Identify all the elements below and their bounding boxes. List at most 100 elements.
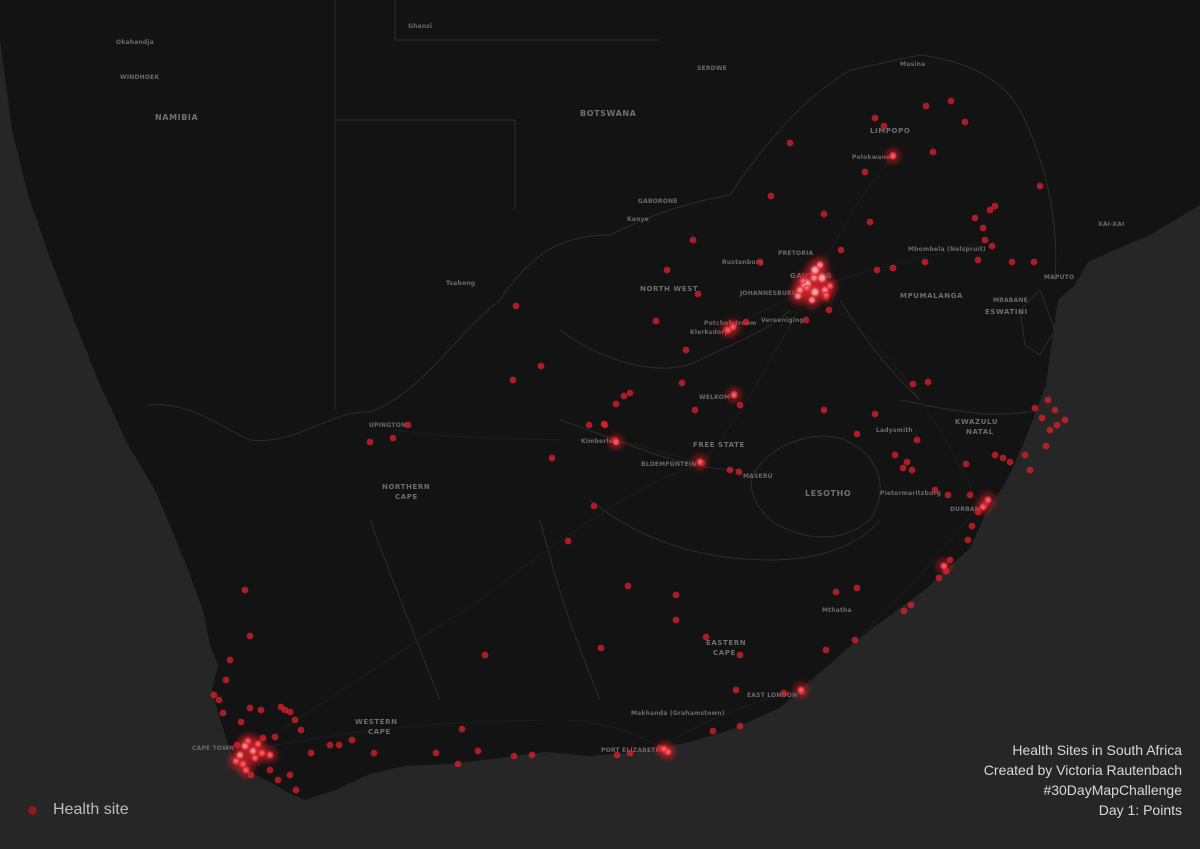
label-vereeniging: Vereeniging xyxy=(761,317,804,324)
health-site-point xyxy=(226,656,234,664)
health-site-point xyxy=(1046,426,1054,434)
health-site-point xyxy=(1044,396,1052,404)
health-site-hotspot xyxy=(809,297,815,303)
health-site-point xyxy=(891,451,899,459)
label-mbabane: MBABANE xyxy=(993,297,1028,304)
label-polokwane: Polokwane xyxy=(852,154,890,161)
health-site-point xyxy=(908,466,916,474)
health-site-point xyxy=(678,379,686,387)
label-natal: NATAL xyxy=(966,428,994,436)
health-site-hotspot xyxy=(242,743,248,749)
label-lesotho: LESOTHO xyxy=(805,489,851,498)
health-site-hotspot xyxy=(818,274,826,282)
health-site-point xyxy=(732,686,740,694)
health-site-point xyxy=(210,691,218,699)
health-site-point xyxy=(999,454,1007,462)
label-north-west: NORTH WEST xyxy=(640,285,698,293)
map-title: Health Sites in South Africa xyxy=(1012,742,1182,758)
label-mpumalanga: MPUMALANGA xyxy=(900,292,963,300)
label-musina: Musina xyxy=(900,61,925,68)
health-site-point xyxy=(590,502,598,510)
health-site-point xyxy=(964,536,972,544)
health-site-hotspot xyxy=(801,279,805,283)
health-site-point xyxy=(404,421,412,429)
health-site-point xyxy=(991,202,999,210)
label-klerksdorp: Klerksdorp xyxy=(690,329,729,336)
health-site-point xyxy=(291,716,299,724)
health-site-point xyxy=(1030,258,1038,266)
label-mthatha: Mthatha xyxy=(822,607,852,614)
health-site-hotspot xyxy=(237,752,243,758)
legend: Health site xyxy=(28,801,129,819)
label-welkom: WELKOM xyxy=(699,394,730,401)
health-site-point xyxy=(219,709,227,717)
health-site-point xyxy=(510,752,518,760)
legend-dot-icon xyxy=(28,805,37,815)
health-site-point xyxy=(257,706,265,714)
health-site-hotspot xyxy=(253,756,257,760)
label-upington: UPINGTON xyxy=(369,422,406,429)
health-site-hotspot xyxy=(614,440,618,444)
health-site-point xyxy=(348,736,356,744)
health-site-point xyxy=(988,242,996,250)
label-cape-town: CAPE TOWN xyxy=(192,745,234,752)
health-site-point xyxy=(822,646,830,654)
health-site-point xyxy=(709,727,717,735)
health-site-point xyxy=(767,192,775,200)
health-site-point xyxy=(624,582,632,590)
health-site-hotspot xyxy=(828,284,832,288)
health-site-point xyxy=(974,256,982,264)
health-site-point xyxy=(689,236,697,244)
health-site-point xyxy=(474,747,482,755)
label-serdwe: SERDWE xyxy=(697,65,727,72)
health-site-point xyxy=(672,616,680,624)
health-site-point xyxy=(481,651,489,659)
health-site-point xyxy=(672,591,680,599)
health-site-point xyxy=(981,236,989,244)
map-hashtag: #30DayMapChallenge xyxy=(1043,782,1182,798)
health-site-point xyxy=(971,214,979,222)
label-maseru: MASERU xyxy=(743,473,773,480)
health-site-point xyxy=(1061,416,1069,424)
health-site-point xyxy=(966,491,974,499)
health-site-hotspot xyxy=(666,750,670,754)
health-site-hotspot xyxy=(256,742,260,746)
health-site-point xyxy=(756,258,764,266)
label-ghanzi: Ghanzi xyxy=(408,23,432,30)
health-site-hotspot xyxy=(246,739,250,743)
health-site-point xyxy=(537,362,545,370)
label-pretoria: PRETORIA xyxy=(778,250,814,257)
label-xai-xai: XAI-XAI xyxy=(1098,221,1124,228)
health-site-point xyxy=(702,633,710,641)
label-northern-cape: CAPE xyxy=(395,493,418,501)
label-ladysmith: Ladysmith xyxy=(876,427,913,434)
health-site-hotspot xyxy=(981,505,985,509)
health-site-point xyxy=(652,317,660,325)
health-site-point xyxy=(597,644,605,652)
label-tsabong: Tsabong xyxy=(446,280,475,287)
health-site-point xyxy=(528,751,536,759)
label-western-cape: CAPE xyxy=(368,728,391,736)
health-site-point xyxy=(370,749,378,757)
health-site-point xyxy=(1053,421,1061,429)
health-site-point xyxy=(613,751,621,759)
health-site-point xyxy=(802,316,810,324)
health-site-point xyxy=(326,741,334,749)
health-site-point xyxy=(277,703,285,711)
health-site-point xyxy=(259,734,267,742)
health-site-point xyxy=(944,491,952,499)
label-mbombela: Mbombela (Nelspruit) xyxy=(908,246,986,253)
health-site-point xyxy=(736,651,744,659)
health-site-point xyxy=(266,766,274,774)
health-site-point xyxy=(866,218,874,226)
health-site-hotspot xyxy=(250,748,256,754)
health-site-point xyxy=(903,458,911,466)
health-site-point xyxy=(1021,451,1029,459)
health-site-point xyxy=(691,406,699,414)
health-site-point xyxy=(820,210,828,218)
health-site-hotspot xyxy=(726,328,730,332)
health-site-hotspot xyxy=(811,288,819,296)
health-site-point xyxy=(233,741,241,749)
label-east-london: EAST LONDON xyxy=(747,692,797,699)
